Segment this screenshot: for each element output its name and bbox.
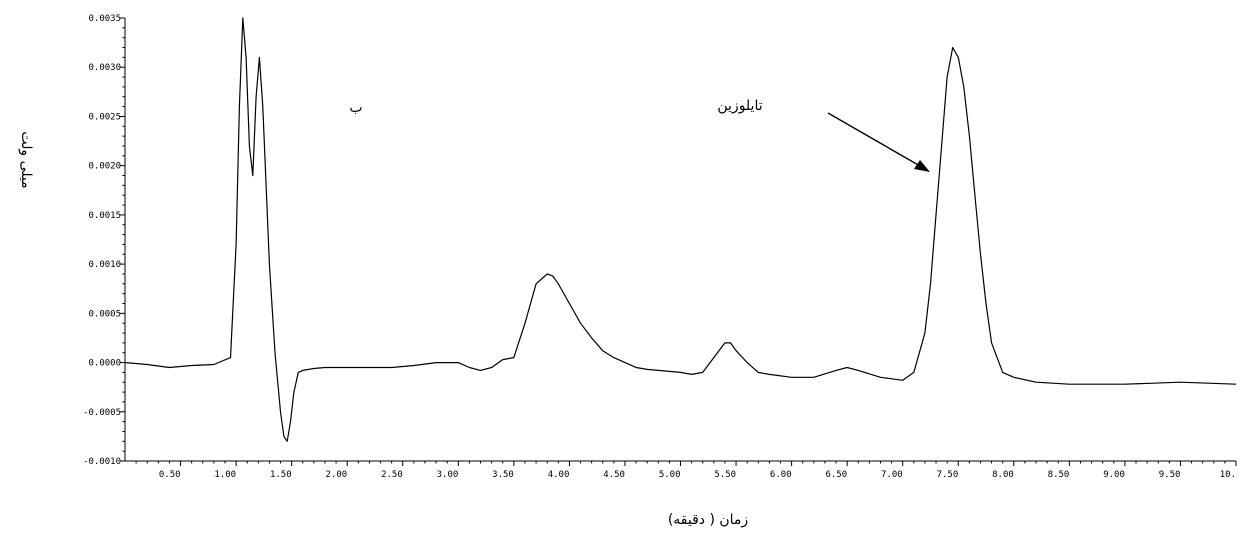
x-tick-label: 4.50: [603, 470, 625, 480]
chromatogram-trace: [124, 17, 1237, 442]
x-tick-label: 9.00: [1103, 470, 1125, 480]
y-tick-label: 0.0010: [88, 260, 121, 270]
x-tick-label: 8.50: [1048, 470, 1070, 480]
x-tick-label: 2.50: [381, 470, 403, 480]
y-tick-label: -0.0005: [83, 408, 121, 418]
panel-label: ب: [349, 100, 362, 116]
x-tick-label: 10.: [1220, 470, 1236, 480]
x-tick-label: 4.00: [548, 470, 570, 480]
axes: [124, 18, 1236, 462]
y-tick-label: 0.0035: [88, 14, 121, 24]
x-axis-label: زمان ( دقیقه): [668, 512, 748, 528]
x-tick-label: 1.00: [214, 470, 236, 480]
x-tick-label: 6.50: [825, 470, 847, 480]
y-tick-label: 0.0015: [88, 211, 121, 221]
x-tick-label: 7.50: [937, 470, 959, 480]
x-tick-label: 9.50: [1159, 470, 1181, 480]
y-tick-label: 0.0030: [88, 63, 121, 73]
ticks: 0.0035 0.0030 0.0025 0.0020 0.0015 0.0010 0.00…: [83, 14, 1237, 480]
x-tick-label: 3.50: [492, 470, 514, 480]
x-tick-label: 7.00: [881, 470, 903, 480]
peak-annotation: تایلوزین: [717, 98, 762, 114]
x-tick-label: 5.00: [659, 470, 681, 480]
y-tick-label: 0.0025: [88, 112, 121, 122]
x-tick-label: 8.00: [992, 470, 1014, 480]
y-tick-label: -0.0010: [83, 457, 121, 467]
y-axis-label: میلی ولت: [18, 131, 34, 188]
x-tick-label: 2.00: [326, 470, 348, 480]
y-tick-label: 0.0020: [88, 162, 121, 172]
x-tick-label: 3.00: [437, 470, 459, 480]
x-tick-label: 5.50: [714, 470, 736, 480]
annotation-arrow: [827, 112, 930, 172]
y-tick-label: 0.0000: [88, 359, 121, 369]
x-tick-label: 0.50: [159, 470, 181, 480]
y-tick-label: 0.0005: [88, 309, 121, 319]
x-tick-label: 1.50: [270, 470, 292, 480]
x-tick-label: 6.00: [770, 470, 792, 480]
